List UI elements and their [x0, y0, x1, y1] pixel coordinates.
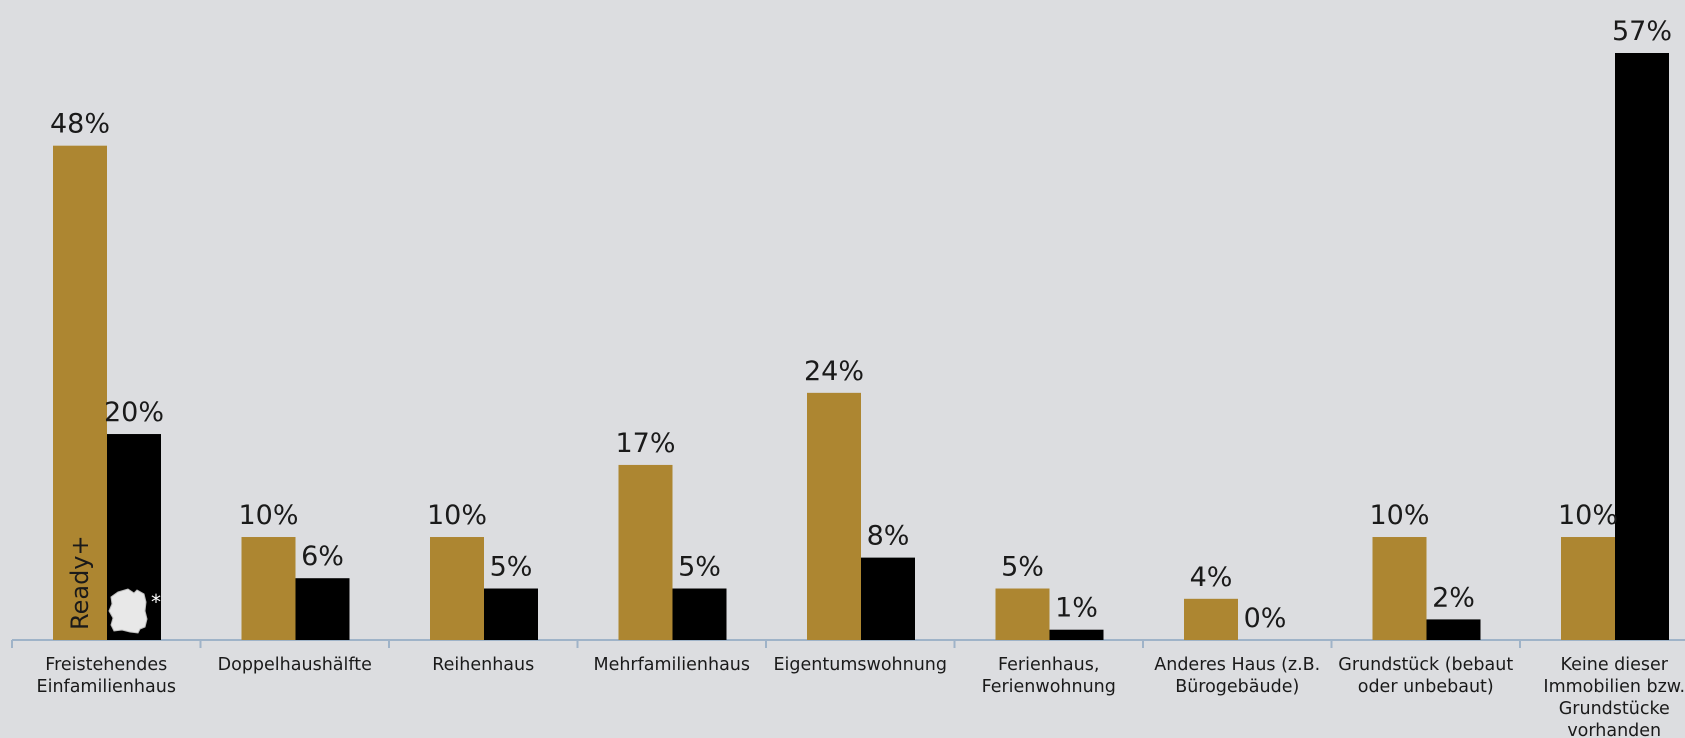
value-label: 57% [1612, 16, 1672, 47]
value-label: 4% [1190, 562, 1233, 593]
bar-series2 [861, 557, 915, 640]
category-label: Bürogebäude) [1175, 677, 1299, 697]
bar-series2 [672, 588, 727, 640]
bar-series1 [618, 464, 673, 640]
value-label: 0% [1244, 603, 1287, 634]
value-label: 10% [1369, 500, 1429, 531]
bar-series2 [484, 588, 538, 640]
category-label: Keine dieser [1561, 655, 1669, 675]
category-label: Grundstücke [1559, 699, 1670, 719]
series-label-ready: Ready+ [66, 535, 94, 630]
category-label: Reihenhaus [432, 655, 534, 675]
category-label: Ferienwohnung [982, 677, 1116, 697]
value-label: 10% [238, 500, 298, 531]
bar-series1 [241, 537, 296, 640]
category-label: Anderes Haus (z.B. [1154, 655, 1320, 675]
category-label: Eigentumswohnung [774, 655, 948, 675]
bar-series1 [1561, 537, 1615, 640]
bar-series1 [430, 537, 484, 640]
value-label: 1% [1055, 593, 1098, 624]
x-axis-ticks [11, 640, 1521, 648]
category-label: Ferienhaus, [998, 655, 1099, 675]
bar-series1 [807, 392, 861, 640]
category-label: Grundstück (bebaut [1338, 655, 1513, 675]
bar-series2 [1049, 629, 1104, 640]
value-label: 24% [804, 356, 864, 387]
bar-series1 [1372, 537, 1427, 640]
category-label: Immobilien bzw. [1543, 677, 1685, 697]
bar-series2 [1615, 53, 1669, 640]
value-label: 5% [490, 552, 533, 583]
bar-series2 [295, 578, 350, 640]
bar-series1 [53, 145, 107, 640]
bar-series2 [1426, 619, 1481, 640]
value-labels-group: 48%20%10%6%10%5%17%5%24%8%5%1%4%0%10%2%1… [50, 16, 1672, 634]
value-label: 20% [104, 397, 164, 428]
value-label: 17% [615, 428, 675, 459]
germany-map-icon [108, 588, 148, 634]
value-label: 10% [1558, 500, 1618, 531]
value-label: 5% [1001, 552, 1044, 583]
value-label: 5% [678, 552, 721, 583]
bars-group [53, 53, 1669, 640]
category-label: oder unbebaut) [1358, 677, 1494, 697]
category-label: Mehrfamilienhaus [593, 655, 750, 675]
value-label: 8% [867, 521, 910, 552]
category-label: Einfamilienhaus [37, 677, 176, 697]
value-label: 2% [1432, 582, 1475, 613]
bar-series1 [1184, 598, 1238, 640]
category-label: Freistehendes [45, 655, 167, 675]
bar-series1 [995, 588, 1050, 640]
footnote-asterisk: * [151, 590, 161, 614]
value-label: 10% [427, 500, 487, 531]
category-label: Doppelhaushälfte [218, 655, 372, 675]
value-label: 48% [50, 109, 110, 140]
value-label: 6% [301, 541, 344, 572]
category-label: vorhanden [1567, 721, 1661, 738]
